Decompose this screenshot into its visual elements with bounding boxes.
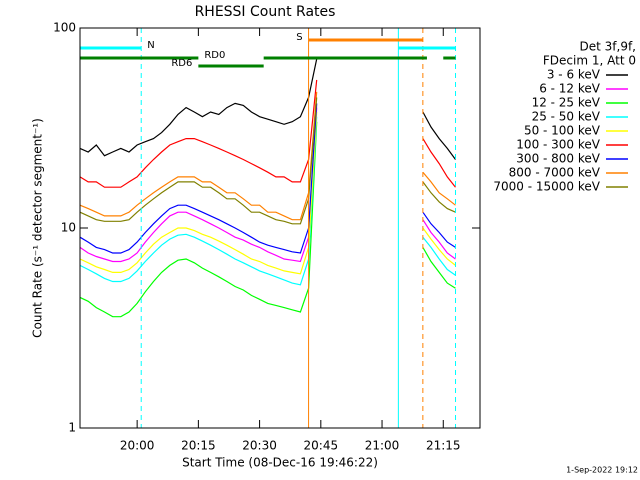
series-line (79, 79, 456, 188)
x-tick-label: 20:15 (181, 439, 216, 453)
series-line (79, 97, 456, 225)
x-tick-label: 20:30 (242, 439, 277, 453)
x-tick-label: 21:00 (365, 439, 400, 453)
footer: 1-Sep-2022 19:12 (566, 466, 638, 475)
legend-label: 100 - 300 keV (516, 138, 600, 152)
decimation-label: RD6 (171, 58, 192, 69)
saa-label: S (296, 32, 302, 43)
y-tick-label: 10 (61, 221, 76, 235)
legend-title: Det 3f,9f, (580, 40, 637, 54)
series-line (79, 58, 456, 160)
legend-label: 25 - 50 keV (532, 110, 601, 124)
series-line (79, 111, 456, 275)
decimation-label: RD0 (204, 50, 225, 61)
x-tick-label: 20:00 (120, 439, 155, 453)
night-label: N (147, 40, 154, 51)
legend-title: FDecim 1, Att 0 (543, 54, 636, 68)
series-line (79, 107, 456, 263)
legend-label: 12 - 25 keV (532, 96, 601, 110)
y-axis-label: Count Rate (s⁻¹ detector segment⁻¹) (31, 118, 45, 338)
x-tick-label: 20:45 (304, 439, 339, 453)
series-line (79, 103, 456, 254)
y-tick-label: 100 (53, 21, 76, 35)
legend-label: 3 - 6 keV (547, 68, 601, 82)
series-line (79, 91, 456, 221)
x-axis-label: Start Time (08-Dec-16 19:46:22) (182, 456, 378, 470)
series-line (79, 116, 456, 286)
legend-label: 6 - 12 keV (539, 82, 601, 96)
legend-label: 800 - 7000 keV (509, 166, 601, 180)
chart-title: RHESSI Count Rates (195, 4, 336, 20)
legend-label: 7000 - 15000 keV (493, 180, 600, 194)
legend-label: 50 - 100 keV (524, 124, 601, 138)
legend-label: 300 - 800 keV (516, 152, 600, 166)
y-tick-label: 1 (68, 421, 76, 435)
x-tick-label: 21:15 (426, 439, 461, 453)
series-line (79, 121, 456, 318)
plot-frame (79, 27, 481, 429)
